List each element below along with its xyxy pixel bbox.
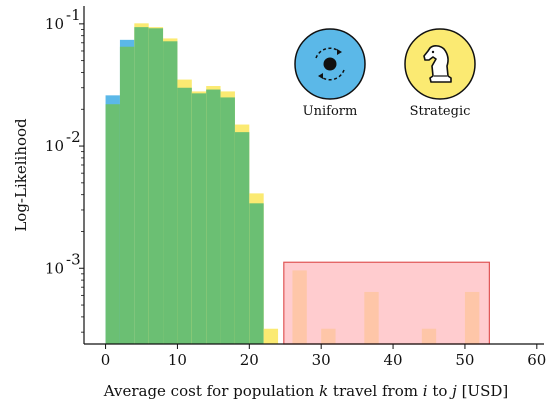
bar-overlap-10 <box>177 87 192 344</box>
y-tick-exponent--3: -3 <box>66 250 81 268</box>
chess-knight-icon <box>423 45 452 83</box>
cycle-icon <box>315 47 345 81</box>
x-tick-label-50: 50 <box>455 351 474 369</box>
bar-overlap-14 <box>206 89 221 344</box>
y-tick-label--3: 10 <box>45 259 64 277</box>
x-tick-label-0: 0 <box>101 351 111 369</box>
bar-overlap-18 <box>234 132 250 344</box>
y-tick-exponent--1: -1 <box>66 6 81 24</box>
y-tick-label--2: 10 <box>45 137 64 155</box>
bar-overlap-6 <box>148 28 164 345</box>
highlight-region <box>283 261 490 345</box>
legend: Uniform Strategic <box>294 28 476 119</box>
x-tick-label-60: 60 <box>527 351 546 369</box>
bar-overlap-4 <box>134 27 149 345</box>
x-tick-label-20: 20 <box>240 351 259 369</box>
x-tick-label-10: 10 <box>168 351 187 369</box>
y-tick-exponent--2: -2 <box>66 128 81 146</box>
x-axis-title-variable: j <box>449 382 457 400</box>
bar-overlap-12 <box>191 93 207 344</box>
bar-overlap-20 <box>249 203 264 344</box>
legend-label-uniform: Uniform <box>303 104 358 119</box>
y-axis-title: Log-Likelihood <box>12 118 30 232</box>
y-tick-label--1: 10 <box>45 15 64 33</box>
x-axis-title-variable: k <box>319 382 328 400</box>
x-axis-title-text: travel from <box>328 382 423 400</box>
x-axis-title-text: Average cost for population <box>103 382 319 400</box>
x-axis-title: Average cost for population k travel fro… <box>103 382 508 400</box>
x-axis-title-variable: i <box>423 382 428 400</box>
bar-overlap-16 <box>220 97 235 344</box>
x-axis-title-text: to <box>428 382 453 400</box>
bar-overlap-0 <box>105 104 120 345</box>
bar-overlap-2 <box>119 46 135 345</box>
legend-item-strategic: Strategic <box>404 28 476 119</box>
x-tick-label-40: 40 <box>384 351 403 369</box>
highlight-box <box>283 261 490 345</box>
bar-overlap-8 <box>163 41 178 345</box>
x-tick-label-30: 30 <box>312 351 331 369</box>
x-axis-title-text: [USD] <box>457 382 508 400</box>
legend-label-strategic: Strategic <box>410 104 471 119</box>
bar-strategic-22 <box>263 328 279 344</box>
legend-item-uniform: Uniform <box>294 28 366 119</box>
